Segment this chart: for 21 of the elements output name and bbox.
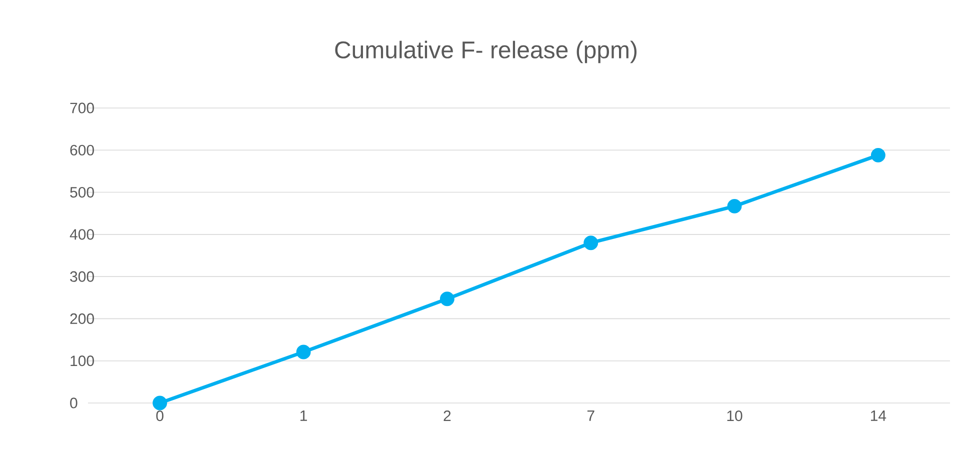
x-tick-label: 0 — [156, 410, 164, 422]
y-tick-label: 400 — [70, 229, 94, 240]
chart-title: Cumulative F- release (ppm) — [335, 40, 636, 64]
point — [870, 148, 886, 162]
y-tick-label: 100 — [70, 356, 94, 366]
point — [152, 396, 168, 410]
y-tick-label: 0 — [70, 398, 78, 408]
point — [440, 292, 454, 306]
x-tick-label: 7 — [587, 410, 594, 421]
y-tick-label: 600 — [70, 144, 94, 156]
x-tick-label: 10 — [727, 410, 742, 422]
y-tick-label: 500 — [70, 186, 94, 198]
point — [727, 198, 742, 214]
y-tick-label: 700 — [70, 102, 94, 114]
x-tick-label: 1 — [300, 410, 307, 421]
point — [584, 236, 598, 250]
x-tick-label: 2 — [444, 410, 451, 421]
x-tick-label: 14 — [870, 410, 886, 421]
point — [296, 344, 311, 360]
y-tick-label: 300 — [70, 271, 94, 282]
y-tick-label: 200 — [70, 313, 94, 324]
